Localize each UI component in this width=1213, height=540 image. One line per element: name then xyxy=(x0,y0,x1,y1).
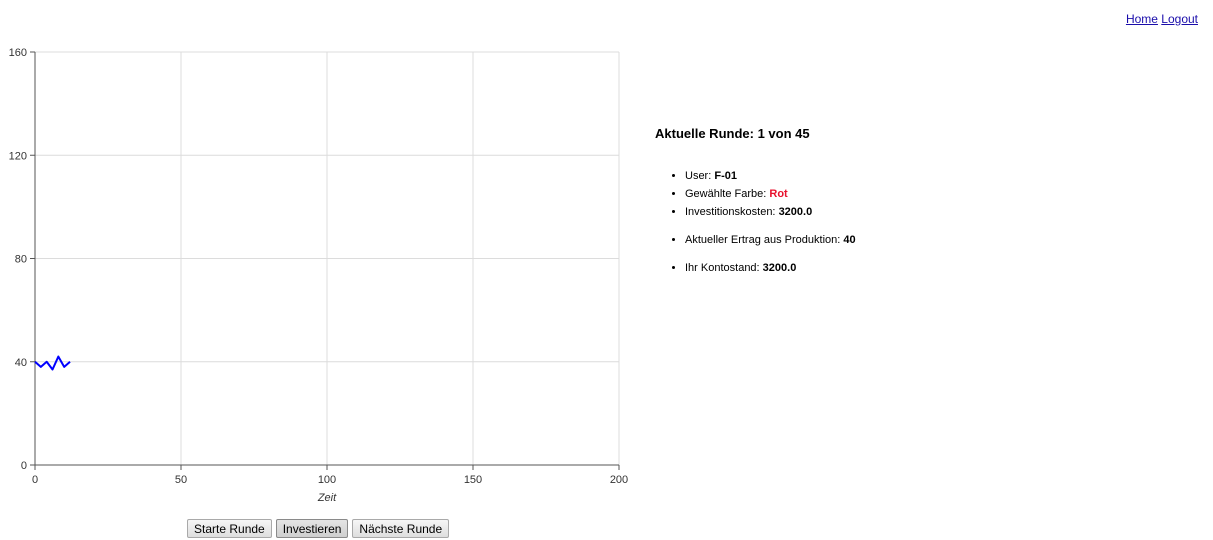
start-round-button[interactable]: Starte Runde xyxy=(187,519,272,538)
user-value: F-01 xyxy=(714,170,737,182)
balance-value: 3200.0 xyxy=(762,262,797,274)
x-tick-label: 0 xyxy=(32,474,38,486)
balance-label: Ihr Kontostand: xyxy=(685,262,763,274)
chart: 0 50 100 150 200 0 40 80 120 160 Zeit xyxy=(0,40,640,510)
x-tick-label: 150 xyxy=(464,474,482,486)
invest-button[interactable]: Investieren xyxy=(275,519,349,538)
x-tick-label: 200 xyxy=(610,474,628,486)
color-item: Gewählte Farbe: Rot xyxy=(685,185,1155,203)
y-tick-label: 120 xyxy=(9,150,27,162)
info-panel: Aktuelle Runde: 1 von 45 User: F-01 Gewä… xyxy=(655,126,1155,277)
balance-item: Ihr Kontostand: 3200.0 xyxy=(685,259,1155,277)
x-tick-label: 100 xyxy=(318,474,336,486)
chart-svg: 0 50 100 150 200 0 40 80 120 160 Zeit xyxy=(9,47,629,504)
invest-cost-item: Investitionskosten: 3200.0 xyxy=(685,203,1155,221)
y-tick-label: 160 xyxy=(9,47,27,59)
color-value: Rot xyxy=(769,188,788,200)
invest-cost-value: 3200.0 xyxy=(778,206,813,218)
action-buttons: Starte Runde Investieren Nächste Runde xyxy=(187,519,450,538)
user-item: User: F-01 xyxy=(685,167,1155,185)
yield-list: Aktueller Ertrag aus Produktion: 40 xyxy=(655,231,1155,249)
invest-cost-label: Investitionskosten: xyxy=(685,206,779,218)
user-info-list: User: F-01 Gewählte Farbe: Rot Investiti… xyxy=(655,167,1155,221)
y-tick-label: 0 xyxy=(21,460,27,472)
home-link[interactable]: Home xyxy=(1125,12,1158,26)
logout-link[interactable]: Logout xyxy=(1161,12,1198,26)
yield-label: Aktueller Ertrag aus Produktion: xyxy=(685,234,844,246)
x-axis-label: Zeit xyxy=(317,492,337,504)
yield-item: Aktueller Ertrag aus Produktion: 40 xyxy=(685,231,1155,249)
balance-list: Ihr Kontostand: 3200.0 xyxy=(655,259,1155,277)
top-nav: Home Logout xyxy=(1126,12,1198,26)
y-tick-label: 40 xyxy=(15,357,27,369)
user-label: User: xyxy=(685,170,715,182)
next-round-button[interactable]: Nächste Runde xyxy=(352,519,450,538)
yield-value: 40 xyxy=(843,234,856,246)
color-label: Gewählte Farbe: xyxy=(685,188,770,200)
x-tick-label: 50 xyxy=(175,474,187,486)
round-title: Aktuelle Runde: 1 von 45 xyxy=(655,126,810,141)
series-line xyxy=(34,355,71,371)
y-tick-label: 80 xyxy=(15,254,27,266)
